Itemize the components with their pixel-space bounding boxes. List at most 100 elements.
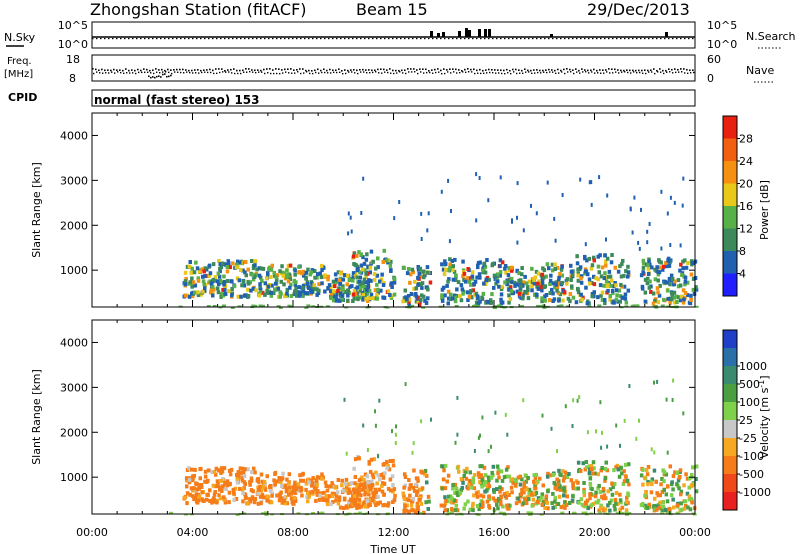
echo-cell-sparse (478, 176, 481, 180)
echo-cell (353, 481, 357, 486)
echo-cell-ground (253, 304, 258, 307)
echo-cell (570, 498, 575, 503)
echo-cell (603, 476, 608, 481)
nave-dot (672, 72, 674, 74)
echo-cell (228, 265, 232, 270)
freq-dot (428, 69, 430, 72)
echo-cell (475, 494, 480, 499)
echo-cell (391, 483, 395, 487)
nave-dot (333, 71, 335, 74)
echo-cell (600, 265, 605, 270)
freq-dip-dot (170, 74, 172, 77)
echo-cell (263, 281, 268, 286)
echo-cell (598, 283, 603, 288)
echo-cell (601, 486, 606, 491)
echo-cell-sparse (579, 177, 582, 182)
freq-dot (185, 69, 187, 71)
colorbar-block (723, 206, 737, 229)
echo-cell (427, 499, 431, 504)
echo-cell (349, 481, 354, 486)
echo-cell (304, 481, 309, 486)
echo-cell (324, 493, 329, 498)
echo-cell (487, 277, 491, 282)
freq-dot (617, 69, 619, 71)
freq-dot (431, 69, 433, 71)
nave-dot (393, 72, 395, 75)
nave-dot (669, 71, 671, 73)
echo-cell (379, 288, 383, 293)
echo-cell (645, 467, 649, 472)
echo-cell (304, 270, 309, 275)
echo-cell (486, 475, 491, 480)
echo-cell (248, 482, 252, 487)
nsearch-dot (160, 38, 162, 40)
nave-dot (420, 71, 422, 73)
echo-cell (609, 283, 613, 288)
echo-cell (454, 503, 458, 508)
echo-cell-ground (565, 305, 570, 308)
echo-cell (443, 508, 447, 513)
echo-cell-ground (627, 512, 632, 514)
echo-cell (451, 483, 455, 487)
echo-cell (478, 464, 482, 469)
echo-cell (648, 279, 652, 284)
echo-cell (538, 498, 542, 502)
echo-cell (236, 259, 240, 264)
echo-cell (227, 500, 231, 505)
nsearch-dot (124, 38, 126, 40)
echo-cell (217, 493, 221, 498)
echo-cell (273, 470, 278, 475)
echo-cell (356, 297, 360, 302)
echo-cell (320, 263, 324, 268)
echo-cell (678, 283, 683, 288)
echo-cell (244, 273, 248, 278)
echo-cell-ground (449, 511, 454, 514)
nsearch-dot (216, 38, 218, 40)
echo-cell (265, 498, 269, 503)
echo-cell (341, 506, 346, 511)
echo-cell (596, 277, 601, 282)
echo-cell (500, 478, 505, 483)
echo-cell (293, 480, 297, 485)
echo-cell (647, 257, 651, 262)
echo-cell (375, 273, 379, 278)
nsearch-dot (252, 38, 254, 40)
echo-cell (458, 490, 463, 495)
freq-label: Freq. (7, 56, 32, 67)
echo-cell (513, 477, 517, 482)
echo-cell (369, 292, 374, 297)
echo-cell (222, 466, 227, 471)
echo-cell-sparse (398, 200, 401, 204)
echo-cell (596, 254, 600, 259)
echo-cell (257, 293, 262, 298)
echo-cell (480, 484, 484, 489)
nsearch-dot (436, 38, 438, 40)
nsearch-dot (544, 38, 546, 40)
echo-cell (405, 271, 410, 276)
echo-cell (305, 281, 310, 286)
echo-cell (681, 266, 686, 271)
freq-dot (455, 68, 457, 71)
freq-dot (485, 69, 487, 71)
echo-cell (209, 288, 214, 293)
echo-cell (405, 503, 409, 508)
nsearch-dot (496, 38, 498, 40)
echo-cell (355, 505, 359, 510)
echo-cell (338, 298, 342, 303)
echo-cell (370, 479, 374, 484)
echo-cell (351, 271, 356, 276)
y-tick-label: 4000 (60, 336, 88, 349)
nsearch-dot (176, 38, 178, 40)
echo-cell (402, 497, 407, 501)
nave-dot (567, 71, 569, 73)
echo-cell (411, 496, 416, 501)
echo-cell-ground (675, 511, 680, 514)
echo-cell (253, 274, 257, 279)
echo-cell (666, 288, 670, 293)
echo-cell-ground (581, 511, 586, 514)
nsearch-dot (276, 38, 278, 40)
nave-dot (150, 72, 152, 74)
nsearch-dot (192, 38, 194, 40)
echo-cell (376, 265, 380, 270)
